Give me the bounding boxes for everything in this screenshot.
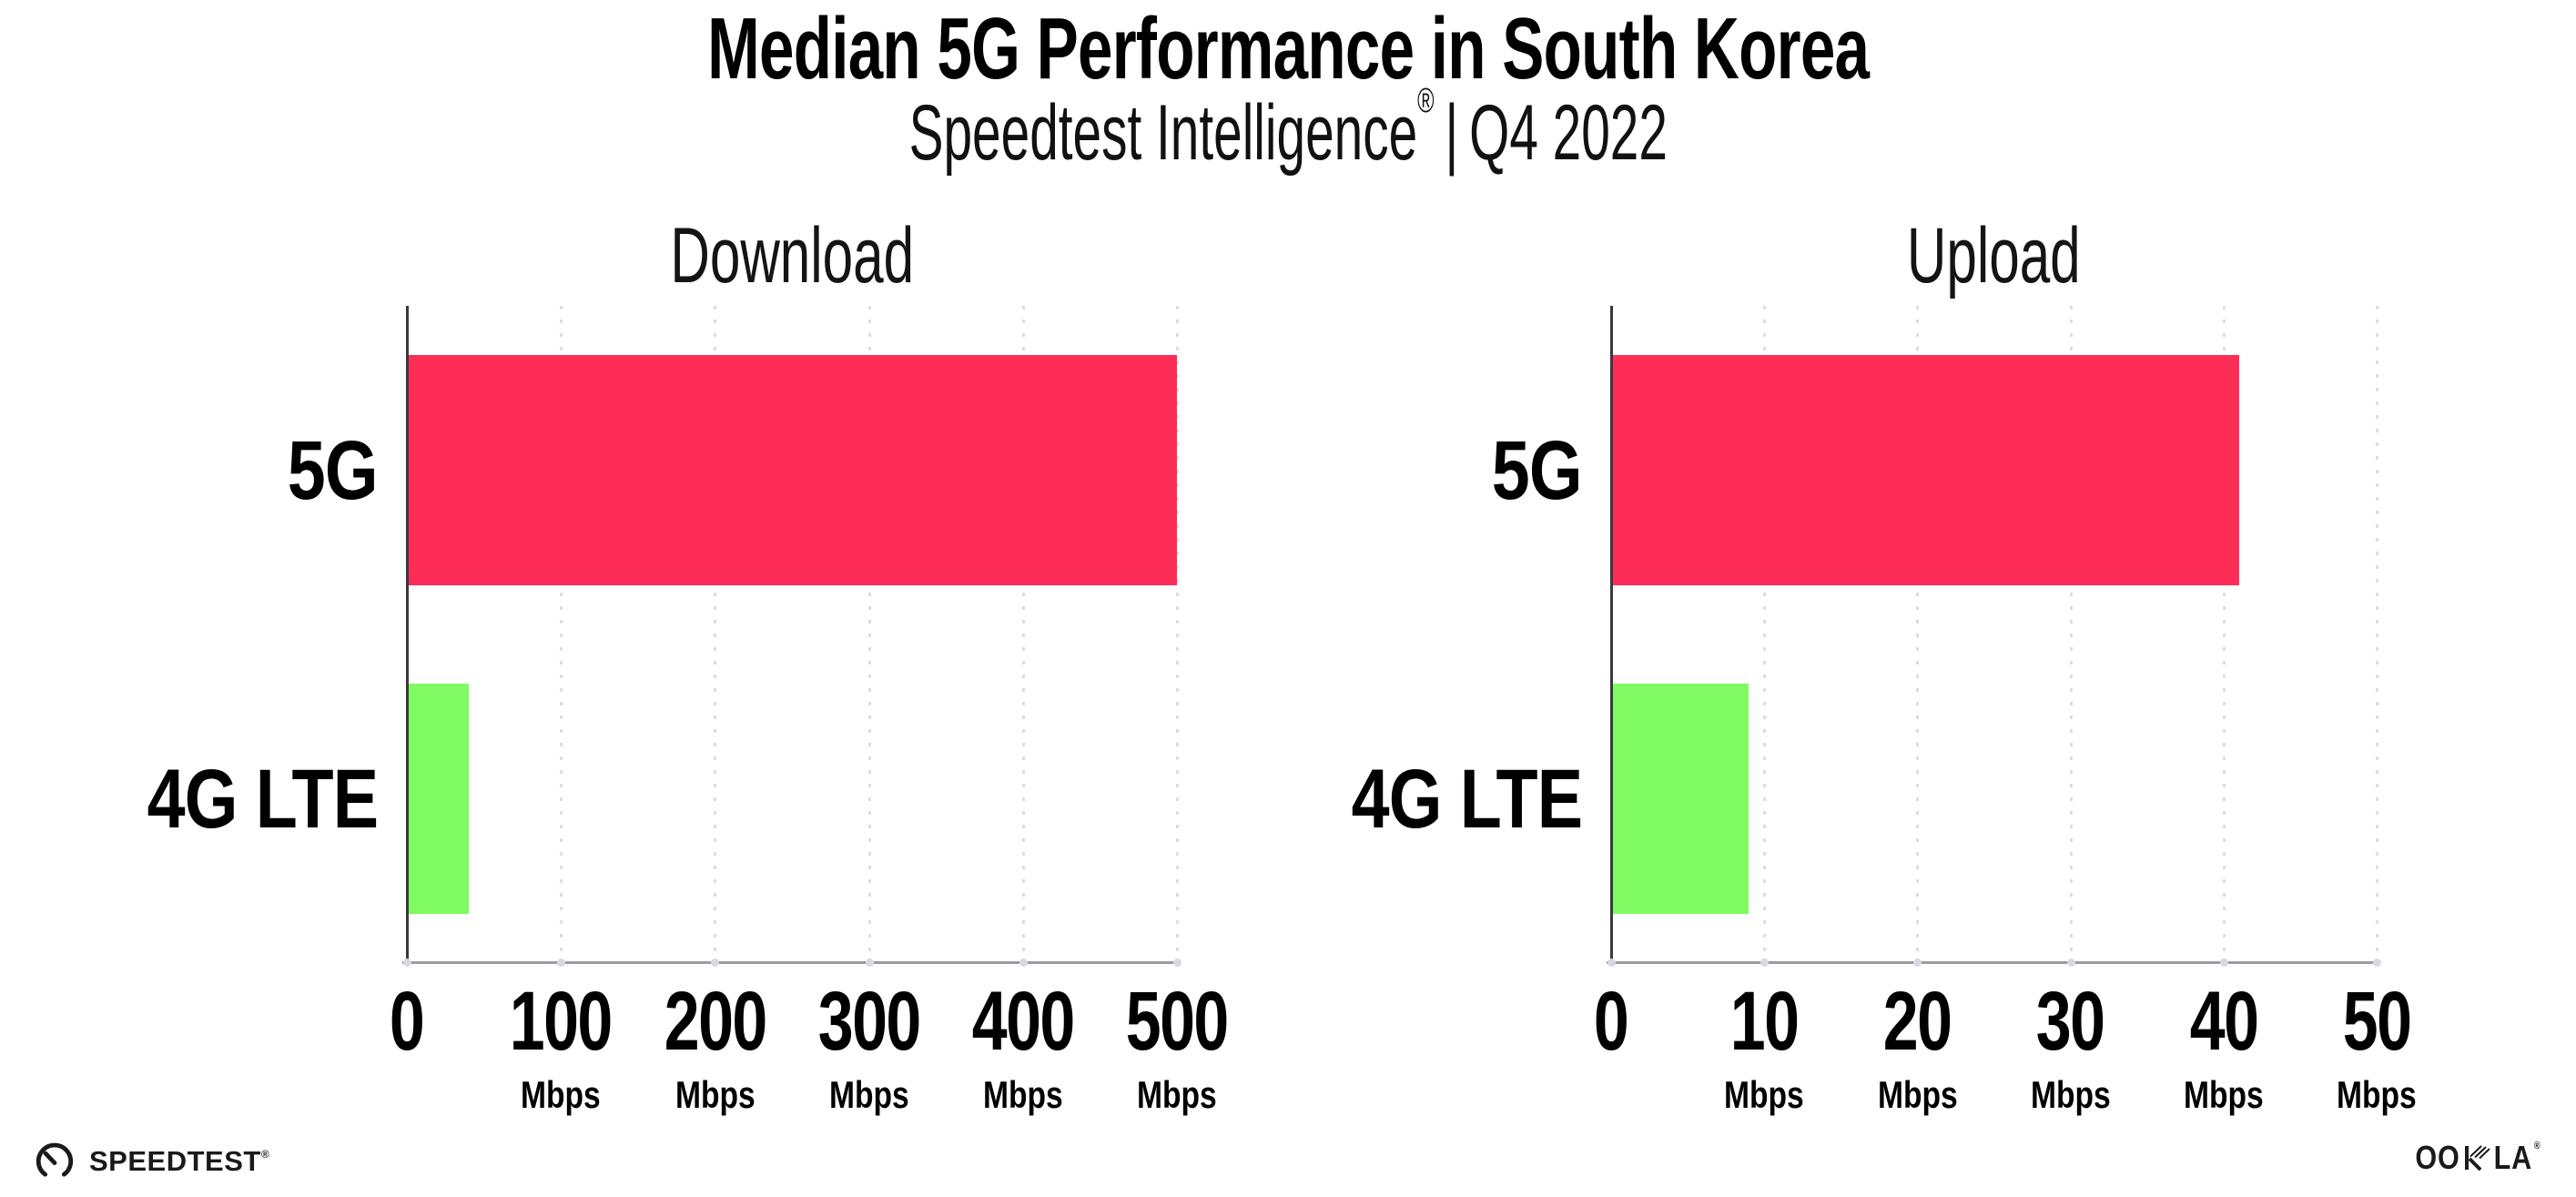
x-tick-label-download-400: 400 — [971, 975, 1076, 1068]
ookla-stylized-k-icon — [2464, 1145, 2490, 1172]
x-tick-label-download-200: 200 — [664, 975, 767, 1068]
x-tick-label-upload-10: 10 — [1729, 975, 1800, 1068]
x-tick-unit-upload-30: Mbps — [2030, 1073, 2111, 1116]
registered-mark: ® — [1416, 82, 1435, 120]
gridline-upload-20 — [1916, 306, 1920, 963]
x-tick-unit-upload-10: Mbps — [1724, 1073, 1805, 1116]
x-tick-mark-upload-20 — [1913, 959, 1922, 967]
category-label-4g-lte: 4G LTE — [1351, 752, 1582, 846]
x-tick-mark-upload-30 — [2066, 959, 2075, 967]
x-tick-unit-download-500: Mbps — [1137, 1073, 1217, 1116]
x-tick-unit-upload-20: Mbps — [1877, 1073, 1958, 1116]
gridline-upload-40 — [2222, 306, 2226, 963]
download-5g-bar — [407, 355, 1177, 585]
x-tick-mark-upload-0 — [1607, 959, 1616, 967]
x-tick-label-download-500: 500 — [1125, 975, 1230, 1068]
page-subtitle: Speedtest Intelligence® | Q4 2022 — [0, 82, 2576, 177]
x-axis-line-upload — [1607, 961, 2377, 964]
subtitle-brand: Speedtest Intelligence — [908, 89, 1417, 177]
gridline-download-500 — [1176, 306, 1179, 963]
x-tick-label-upload-50: 50 — [2342, 975, 2412, 1068]
download-chart: Download 5G 4G LTE 0 100 Mbps 200 Mbps 300 Mbps 40… — [147, 217, 1229, 1114]
gridline-upload-50 — [2376, 306, 2378, 963]
x-tick-label-upload-40: 40 — [2189, 975, 2258, 1068]
speedtest-registered-mark: ® — [260, 1148, 270, 1161]
x-tick-mark-upload-40 — [2219, 959, 2228, 967]
x-tick-mark-download-400 — [1019, 959, 1028, 967]
x-tick-label-upload-30: 30 — [2036, 975, 2105, 1068]
x-tick-unit-upload-50: Mbps — [2337, 1073, 2417, 1116]
x-axis-line-download — [402, 961, 1177, 964]
x-tick-label-download-0: 0 — [390, 975, 425, 1068]
subplot-title-download: Download — [670, 212, 914, 299]
download-4g-lte-bar — [407, 684, 469, 914]
speedtest-wordmark: SPEEDTEST® — [89, 1145, 270, 1177]
x-tick-label-download-100: 100 — [510, 975, 614, 1068]
x-tick-unit-download-100: Mbps — [521, 1073, 602, 1116]
x-tick-mark-download-300 — [865, 959, 874, 967]
x-tick-mark-upload-10 — [1760, 959, 1770, 967]
gridline-download-100 — [560, 306, 563, 963]
ookla-wordmark-left: OO — [2415, 1139, 2460, 1176]
x-tick-unit-download-200: Mbps — [674, 1073, 756, 1116]
speedtest-logo: SPEEDTEST® — [33, 1136, 269, 1187]
subtitle-period: Q4 2022 — [1468, 89, 1668, 177]
x-tick-mark-download-0 — [403, 959, 411, 967]
x-tick-unit-download-400: Mbps — [982, 1073, 1063, 1116]
y-axis-spine-download — [406, 306, 409, 963]
gridline-download-300 — [867, 306, 871, 963]
x-tick-mark-upload-50 — [2373, 959, 2381, 967]
gridline-upload-30 — [2069, 306, 2073, 963]
category-label-5g: 5G — [287, 423, 379, 517]
category-label-4g-lte: 4G LTE — [147, 752, 378, 846]
upload-chart: Upload 5G 4G LTE 0 10 Mbps 20 Mbps 30 Mbps 40 Mbps 5… — [1351, 217, 2416, 1114]
x-tick-mark-download-500 — [1173, 959, 1182, 967]
y-axis-spine-upload — [1610, 306, 1613, 963]
gridline-download-400 — [1021, 306, 1025, 963]
subplot-title-upload: Upload — [1907, 212, 2081, 299]
page-title-text: Median 5G Performance in South Korea — [706, 0, 1870, 97]
x-tick-unit-upload-40: Mbps — [2183, 1073, 2264, 1116]
x-tick-label-upload-20: 20 — [1883, 975, 1952, 1068]
x-tick-label-upload-0: 0 — [1594, 975, 1629, 1068]
x-tick-mark-download-100 — [557, 959, 566, 967]
ookla-logo: OO LA ® — [2411, 1136, 2545, 1180]
gridline-download-200 — [714, 306, 717, 963]
page-title: Median 5G Performance in South Korea — [0, 0, 2576, 97]
gridline-upload-10 — [1763, 306, 1767, 963]
ookla-wordmark-right: LA ® — [2493, 1139, 2541, 1176]
x-tick-mark-download-200 — [711, 959, 720, 967]
upload-5g-bar — [1611, 355, 2239, 585]
x-tick-label-download-300: 300 — [817, 975, 922, 1068]
category-label-5g: 5G — [1491, 423, 1583, 517]
speedtest-gauge-icon — [35, 1142, 74, 1177]
upload-4g-lte-bar — [1611, 684, 1749, 914]
x-tick-unit-download-300: Mbps — [828, 1073, 909, 1116]
subtitle-divider: | — [1445, 89, 1459, 177]
ookla-registered-mark: ® — [2533, 1141, 2541, 1151]
